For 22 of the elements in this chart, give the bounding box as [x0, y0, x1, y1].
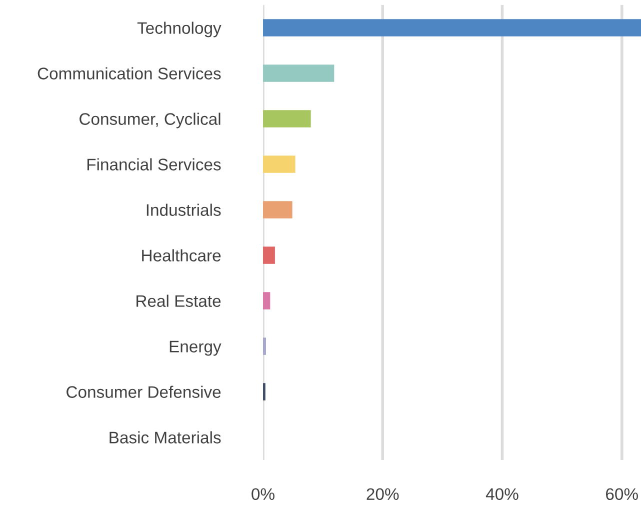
y-tick-label: Consumer Defensive: [66, 386, 221, 398]
y-tick-label: Basic Materials: [110, 431, 221, 444]
y-tick-label: Technology: [137, 22, 222, 38]
bar: [263, 19, 641, 36]
y-tick-label: Consumer, Cyclical: [80, 112, 220, 128]
y-tick-label: Energy: [170, 340, 222, 356]
y-tick-label: Real Estate: [136, 294, 221, 307]
y-tick-label: Financial Services: [87, 158, 221, 170]
x-tick-label: 0%: [252, 488, 274, 500]
bar: [263, 201, 292, 218]
bar: [263, 156, 296, 173]
x-tick-label: 60%: [606, 488, 638, 500]
x-tick-label: 40%: [486, 488, 518, 500]
bar: [263, 292, 270, 310]
y-tick-label: Industrials: [146, 204, 221, 216]
bar: [263, 246, 275, 264]
x-tick-label: 20%: [366, 488, 399, 500]
bar: [263, 338, 266, 355]
bar: [263, 110, 311, 128]
y-tick-label: Healthcare: [142, 249, 221, 262]
bar: [263, 64, 334, 82]
y-tick-label: Communication Services: [38, 67, 221, 80]
